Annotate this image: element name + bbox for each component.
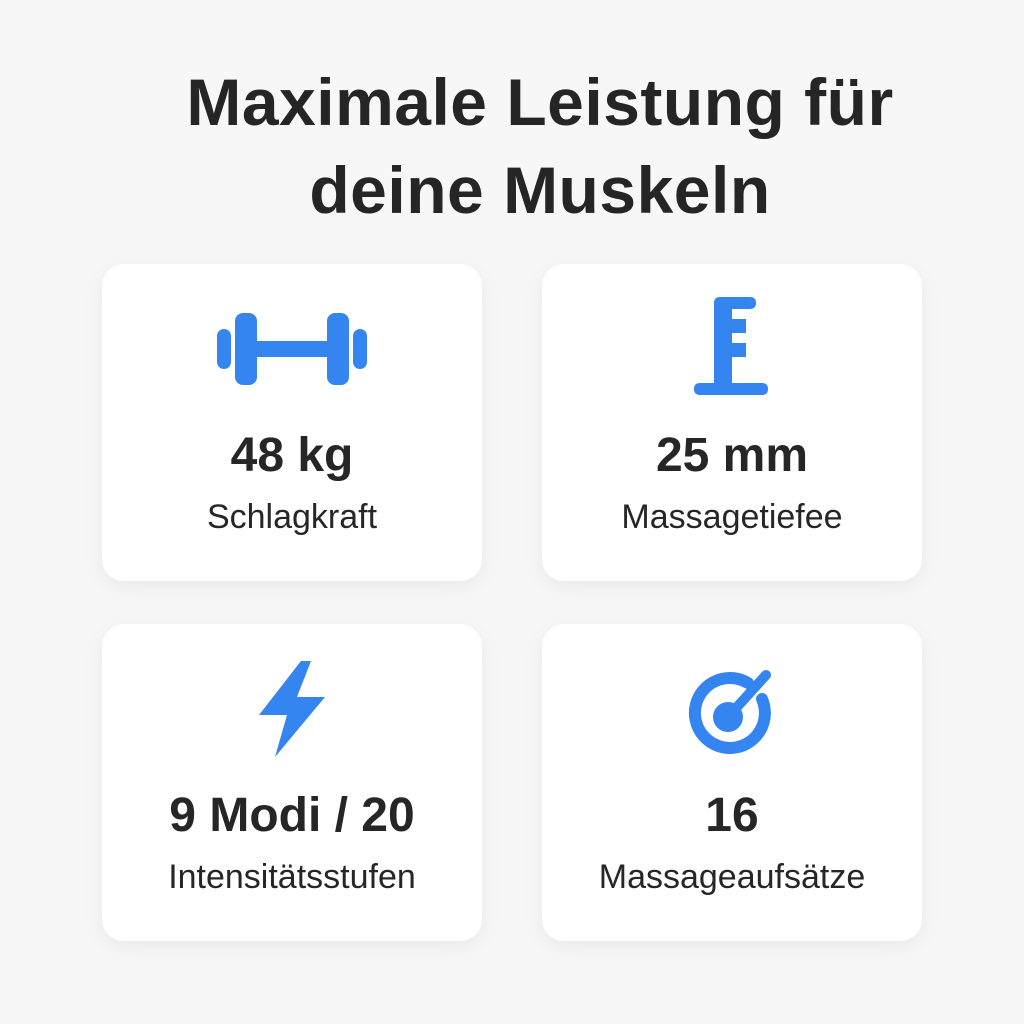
feature-value: 25 mm <box>655 429 809 482</box>
target-icon <box>542 654 922 764</box>
feature-card-massage-depth: 25 mm Massagetiefee <box>542 264 922 581</box>
depth-gauge-icon <box>542 294 922 404</box>
feature-card-attachments: 16 Massageaufsätze <box>542 624 922 941</box>
feature-label: Massagetiefee <box>621 498 843 536</box>
lightning-bolt-icon <box>102 654 482 764</box>
feature-value: 16 <box>705 789 759 842</box>
dumbbell-icon <box>102 294 482 404</box>
feature-label: Massageaufsätze <box>598 858 866 896</box>
feature-value: 48 kg <box>230 429 354 482</box>
feature-card-modes: 9 Modi / 20 Intensitätsstufen <box>102 624 482 941</box>
feature-value: 9 Modi / 20 <box>169 789 415 842</box>
feature-label: Intensitätsstufen <box>168 858 416 896</box>
feature-card-impact-force: 48 kg Schlagkraft <box>102 264 482 581</box>
title-line-2: deine Muskeln <box>309 153 771 227</box>
title-line-1: Maximale Leistung für <box>186 65 894 139</box>
feature-label: Schlagkraft <box>206 498 378 536</box>
page-title: Maximale Leistung für deine Muskeln <box>80 58 1000 234</box>
